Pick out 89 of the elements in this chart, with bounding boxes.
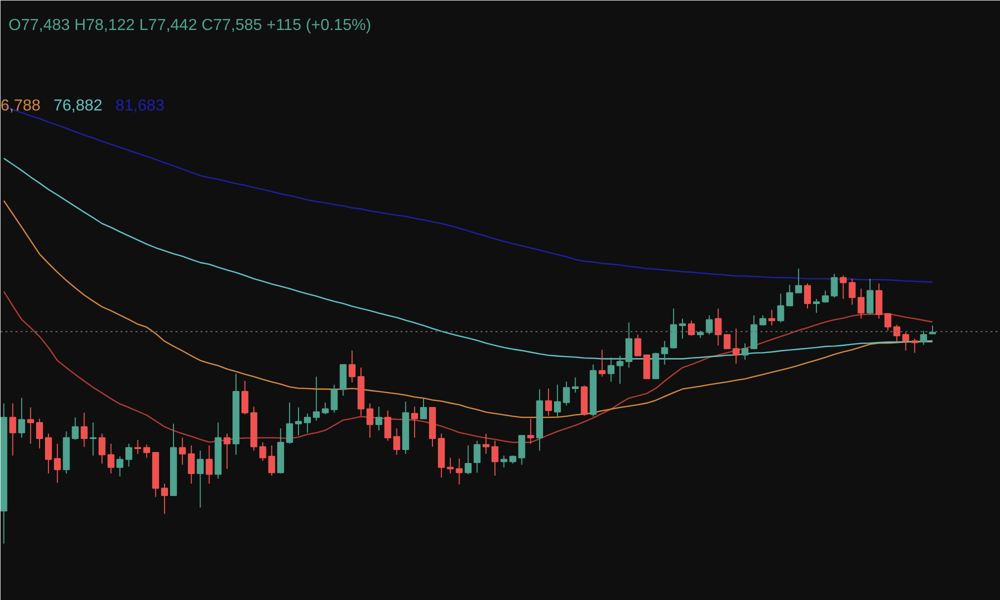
candlestick: [161, 483, 168, 514]
candlestick: [464, 444, 472, 475]
candlestick: [18, 397, 26, 438]
candlestick: [45, 433, 52, 474]
candlestick: [108, 443, 114, 474]
text: 6,788: [0, 98, 41, 114]
candlestick: [322, 402, 329, 415]
candlestick: [822, 290, 829, 304]
candlestick: [545, 388, 552, 416]
candlestick: [840, 274, 847, 300]
candlestick: [884, 313, 892, 332]
candlestick: [98, 433, 106, 464]
candlestick: [295, 406, 302, 436]
candlestick: [643, 354, 650, 380]
candlestick: [304, 413, 311, 434]
candlestick: [241, 380, 248, 415]
candlestick: [562, 381, 570, 406]
candlestick: [134, 439, 142, 454]
candlestick: [902, 332, 910, 352]
candlestick: [456, 458, 463, 485]
text: 81,683: [116, 98, 165, 114]
candlestick: [625, 322, 632, 368]
candlestick: [732, 328, 740, 364]
candlestick: [330, 384, 338, 414]
candlestick: [670, 308, 677, 350]
candlestick: [858, 288, 865, 320]
candlestick: [848, 278, 856, 306]
candlestick: [36, 418, 43, 449]
candlestick: [777, 293, 784, 323]
candlestick: [661, 340, 668, 366]
candlestick: [90, 422, 97, 456]
candlestick: [116, 456, 124, 477]
candlestick: [598, 349, 606, 378]
candlestick: [375, 406, 382, 432]
text: 76,882: [54, 98, 103, 114]
candlestick: [72, 416, 79, 440]
candlestick: [80, 412, 88, 448]
candlestick: [500, 455, 508, 468]
candlestick: [312, 376, 320, 422]
candlestick: [768, 309, 776, 326]
candlestick: [812, 298, 820, 314]
candlestick: [759, 314, 766, 326]
candlestick: [27, 406, 34, 444]
candlestick: [143, 444, 150, 458]
candlestick: [679, 318, 686, 340]
candlestick: [706, 314, 713, 336]
candlestick: [411, 406, 418, 438]
candlestick: [518, 435, 526, 466]
candlestick: [634, 334, 642, 356]
candlestick: [724, 334, 731, 350]
candlestick: [750, 314, 758, 350]
candlestick: [474, 440, 481, 474]
candlestick: [911, 338, 918, 354]
candlestick: [224, 433, 230, 470]
candlestick: [527, 418, 534, 444]
candlestick: [196, 450, 204, 508]
candlestick: [572, 376, 579, 394]
text: O77,483 H78,122 L77,442 C77,585 +115 (+0.15%): [8, 17, 372, 34]
candlestick: [804, 282, 811, 309]
candlestick: [446, 457, 454, 474]
candlestick: [268, 444, 276, 476]
candlestick: [178, 437, 186, 466]
candlestick: [54, 443, 61, 484]
candlestick: [742, 342, 748, 360]
candlestick: [786, 284, 794, 306]
candlestick: [830, 273, 838, 298]
candlestick: [259, 442, 266, 462]
candlestick: [608, 356, 614, 382]
candlestick: [420, 398, 427, 420]
candlestick: [188, 444, 195, 484]
candlestick: [393, 428, 400, 456]
candlestick: [688, 320, 695, 336]
candlestick: [384, 410, 392, 442]
candlestick: [714, 308, 722, 346]
candlestick: [492, 440, 498, 476]
candlestick: [206, 444, 213, 484]
candlestick: [795, 268, 802, 294]
candlestick: [286, 402, 294, 444]
candlestick: [616, 355, 624, 384]
candlestick: [875, 282, 882, 320]
candlestick: [866, 278, 874, 316]
candlestick: [482, 433, 490, 454]
candlestick: [366, 402, 374, 438]
candlestick: [125, 443, 132, 468]
candlestick: [348, 350, 356, 383]
candlestick: [9, 402, 16, 456]
candlestick: [893, 324, 900, 342]
candlestick: [920, 330, 928, 346]
candlestick: [554, 384, 561, 418]
